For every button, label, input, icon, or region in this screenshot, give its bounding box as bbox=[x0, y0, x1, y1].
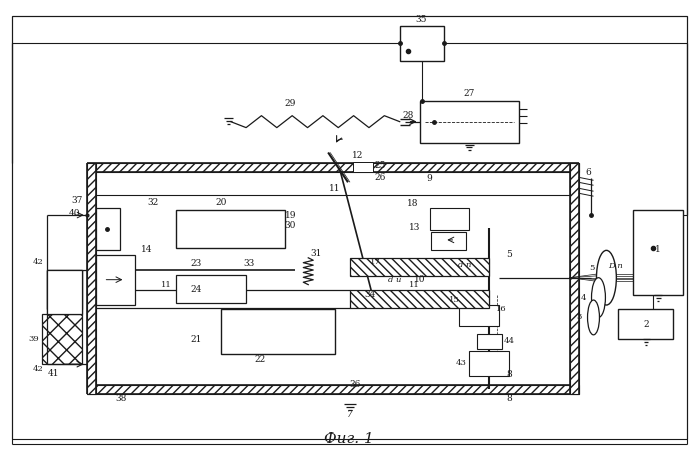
Text: 42: 42 bbox=[33, 365, 43, 373]
Text: 19: 19 bbox=[284, 211, 296, 220]
Text: 42: 42 bbox=[33, 258, 43, 266]
Bar bbox=[176, 210, 285, 248]
Text: Фиг. 1: Фиг. 1 bbox=[324, 432, 374, 446]
Text: 30: 30 bbox=[284, 221, 296, 230]
Ellipse shape bbox=[588, 300, 600, 335]
Text: 29: 29 bbox=[284, 99, 296, 108]
Text: 25: 25 bbox=[375, 161, 387, 170]
Bar bbox=[400, 26, 445, 61]
Text: 2: 2 bbox=[643, 320, 649, 329]
Text: 22: 22 bbox=[255, 355, 266, 364]
Text: 20: 20 bbox=[215, 197, 226, 207]
Text: 31: 31 bbox=[310, 249, 322, 258]
Bar bbox=[459, 305, 499, 326]
Text: 5: 5 bbox=[589, 264, 594, 272]
Text: 7: 7 bbox=[347, 410, 353, 419]
Bar bbox=[87, 163, 96, 394]
Text: 32: 32 bbox=[147, 197, 159, 207]
Text: 44: 44 bbox=[503, 337, 514, 345]
Bar bbox=[633, 210, 683, 295]
Text: 38: 38 bbox=[116, 395, 127, 404]
Text: 13: 13 bbox=[409, 223, 420, 232]
Text: 6: 6 bbox=[586, 168, 591, 177]
Text: 33: 33 bbox=[243, 259, 254, 268]
Bar bbox=[42, 315, 82, 364]
Bar bbox=[350, 258, 489, 276]
Bar bbox=[47, 270, 82, 315]
Text: 24: 24 bbox=[190, 285, 201, 294]
Text: 11: 11 bbox=[329, 184, 341, 193]
Text: 21: 21 bbox=[190, 335, 201, 344]
Text: 26: 26 bbox=[375, 173, 387, 182]
Text: 3: 3 bbox=[576, 313, 582, 321]
Bar bbox=[47, 270, 82, 310]
Text: d п: d п bbox=[458, 261, 471, 269]
Bar bbox=[570, 163, 579, 394]
Text: 12: 12 bbox=[352, 151, 363, 160]
Text: 40: 40 bbox=[69, 208, 80, 217]
Text: 37: 37 bbox=[71, 196, 82, 205]
Text: 5: 5 bbox=[506, 250, 512, 259]
Text: 27: 27 bbox=[463, 89, 475, 99]
Text: 4: 4 bbox=[581, 294, 586, 301]
Text: 14: 14 bbox=[140, 245, 152, 254]
Bar bbox=[350, 290, 489, 307]
Ellipse shape bbox=[596, 250, 617, 305]
Bar bbox=[469, 351, 509, 376]
Text: 41: 41 bbox=[48, 369, 59, 378]
Bar bbox=[87, 163, 579, 173]
Text: 43: 43 bbox=[456, 359, 467, 367]
Text: 16: 16 bbox=[496, 306, 506, 314]
Bar bbox=[87, 385, 579, 394]
Text: 11: 11 bbox=[161, 281, 171, 289]
Bar bbox=[96, 255, 136, 305]
Text: 11: 11 bbox=[409, 281, 420, 289]
Bar bbox=[619, 310, 673, 339]
Text: d u: d u bbox=[388, 276, 401, 284]
Text: 34: 34 bbox=[364, 290, 375, 299]
Ellipse shape bbox=[591, 278, 605, 317]
Text: 15: 15 bbox=[449, 296, 460, 304]
Text: D п: D п bbox=[608, 262, 623, 270]
Text: 10: 10 bbox=[414, 275, 425, 284]
Text: 1: 1 bbox=[655, 245, 661, 254]
Text: 18: 18 bbox=[407, 199, 419, 207]
Bar bbox=[221, 310, 335, 354]
Text: 8: 8 bbox=[506, 395, 512, 404]
Text: 39: 39 bbox=[29, 336, 39, 343]
Text: 36: 36 bbox=[350, 380, 361, 389]
Text: 9: 9 bbox=[426, 174, 433, 183]
Bar bbox=[176, 275, 245, 302]
Bar bbox=[429, 208, 469, 230]
Bar bbox=[419, 101, 519, 143]
Text: 8: 8 bbox=[506, 370, 512, 379]
Bar bbox=[431, 232, 466, 250]
Bar bbox=[477, 334, 502, 349]
Bar bbox=[96, 208, 120, 250]
Text: 23: 23 bbox=[190, 259, 201, 268]
Text: 35: 35 bbox=[416, 15, 427, 24]
Text: 28: 28 bbox=[402, 111, 413, 120]
Bar bbox=[353, 163, 373, 173]
Text: 17: 17 bbox=[370, 258, 381, 266]
